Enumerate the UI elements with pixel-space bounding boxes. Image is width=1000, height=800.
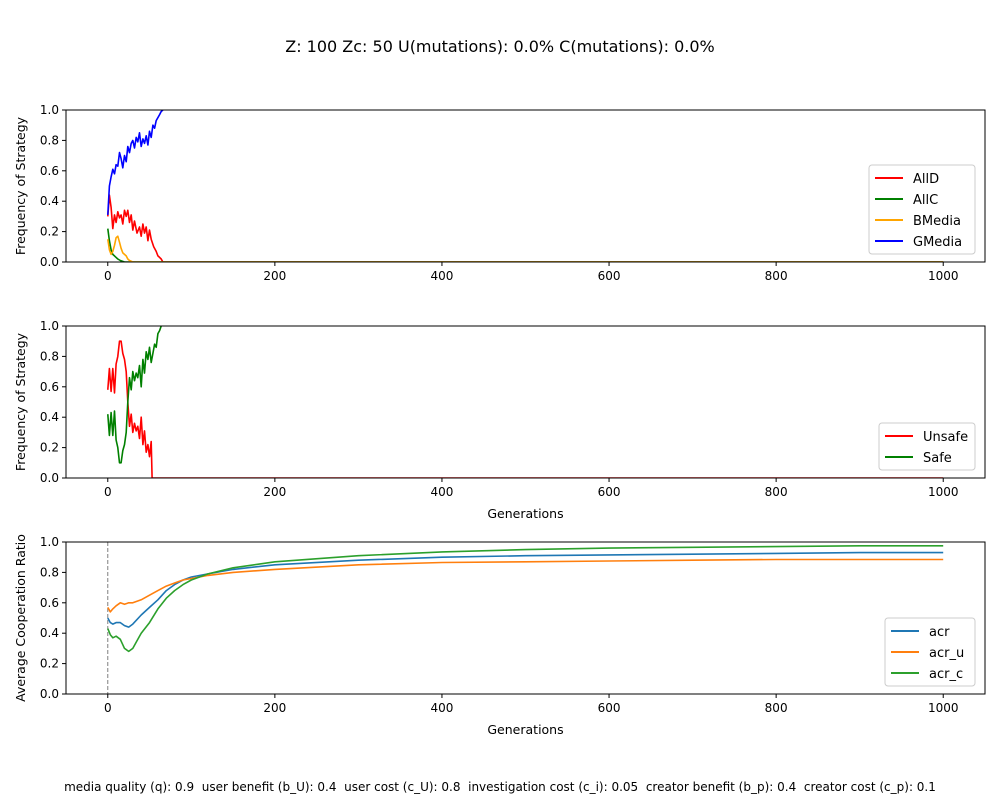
series-line-acr (107, 551, 944, 628)
axes-frame (65, 109, 986, 263)
y-tick-label: 0.0 (40, 255, 59, 269)
x-tick-label: 0 (104, 269, 112, 283)
y-axis-label: Frequency of Strategy (13, 332, 28, 471)
x-tick-label: 1000 (928, 701, 959, 715)
series-line-allc (107, 228, 944, 262)
x-tick-label: 0 (104, 485, 112, 499)
legend-entry: AllC (913, 193, 938, 208)
x-tick-label: 600 (598, 269, 621, 283)
y-tick-label: 0.8 (40, 349, 59, 363)
x-tick-label: 200 (263, 269, 286, 283)
legend-entry: acr_u (929, 646, 964, 661)
legend-entry: Safe (923, 451, 952, 466)
legend-box (868, 164, 976, 255)
x-tick-label: 400 (431, 269, 454, 283)
x-tick-label: 200 (263, 701, 286, 715)
x-tick-label: 400 (431, 485, 454, 499)
y-tick-label: 1.0 (40, 103, 59, 117)
chart-panel-3: 0 200 400 600 800 1000 0.0 0.2 0.4 0.6 0.8 1.0 Avera… (13, 534, 986, 737)
legend-box (884, 617, 976, 687)
legend-entry: acr_c (929, 667, 963, 682)
chart-panel-2: 0 200 400 600 800 1000 0.0 0.2 0.4 0.6 0.8 1.0 Frequ… (13, 319, 986, 521)
x-tick-label: 600 (598, 701, 621, 715)
y-tick-label: 0.4 (40, 410, 59, 424)
x-tick-label: 800 (765, 485, 788, 499)
legend-entry: GMedia (913, 235, 962, 250)
x-tick-label: 0 (104, 701, 112, 715)
series-line-acr-c (107, 544, 944, 653)
x-tick-label: 200 (263, 485, 286, 499)
series-line-alld (107, 194, 944, 262)
y-tick-label: 0.6 (40, 380, 59, 394)
y-tick-label: 0.2 (40, 225, 59, 239)
series-line-gmedia (107, 110, 164, 215)
y-axis-label: Frequency of Strategy (13, 116, 28, 255)
legend-entry: AllD (913, 172, 939, 187)
y-tick-label: 1.0 (40, 319, 59, 333)
series-line-unsafe (107, 340, 944, 478)
x-axis-label: Generations (487, 722, 563, 737)
y-tick-label: 0.0 (40, 687, 59, 701)
x-tick-label: 1000 (928, 269, 959, 283)
y-tick-label: 0.2 (40, 657, 59, 671)
y-tick-label: 0.2 (40, 441, 59, 455)
parameters-caption: media quality (q): 0.9 user benefit (b_U… (64, 780, 936, 794)
x-tick-label: 800 (765, 701, 788, 715)
series-line-acr-u (107, 558, 944, 613)
y-tick-label: 0.4 (40, 194, 59, 208)
series-line-safe (107, 326, 162, 464)
page-title: Z: 100 Zc: 50 U(mutations): 0.0% C(mutat… (285, 37, 715, 56)
x-tick-label: 1000 (928, 485, 959, 499)
legend-entry: Unsafe (923, 430, 968, 445)
y-tick-label: 0.0 (40, 471, 59, 485)
y-tick-label: 0.8 (40, 565, 59, 579)
series-line-bmedia (107, 235, 944, 262)
y-tick-label: 0.6 (40, 164, 59, 178)
legend: AllD AllC BMedia GMedia (868, 164, 976, 255)
y-tick-label: 0.8 (40, 133, 59, 147)
axes-frame (65, 541, 986, 695)
y-tick-label: 0.4 (40, 626, 59, 640)
y-axis-label: Average Cooperation Ratio (13, 534, 28, 702)
legend-entry: BMedia (913, 214, 961, 229)
x-axis-label: Generations (487, 506, 563, 521)
x-tick-label: 800 (765, 269, 788, 283)
axes-frame (65, 325, 986, 479)
legend: Unsafe Safe (878, 422, 976, 471)
y-tick-label: 1.0 (40, 535, 59, 549)
legend-box (878, 422, 976, 471)
y-tick-label: 0.6 (40, 596, 59, 610)
x-tick-label: 600 (598, 485, 621, 499)
legend: acr acr_u acr_c (884, 617, 976, 687)
legend-entry: acr (929, 625, 950, 640)
x-tick-label: 400 (431, 701, 454, 715)
chart-panel-1: 0 200 400 600 800 1000 0.0 0.2 0.4 0.6 0.8 1.0 Frequ… (13, 103, 986, 283)
